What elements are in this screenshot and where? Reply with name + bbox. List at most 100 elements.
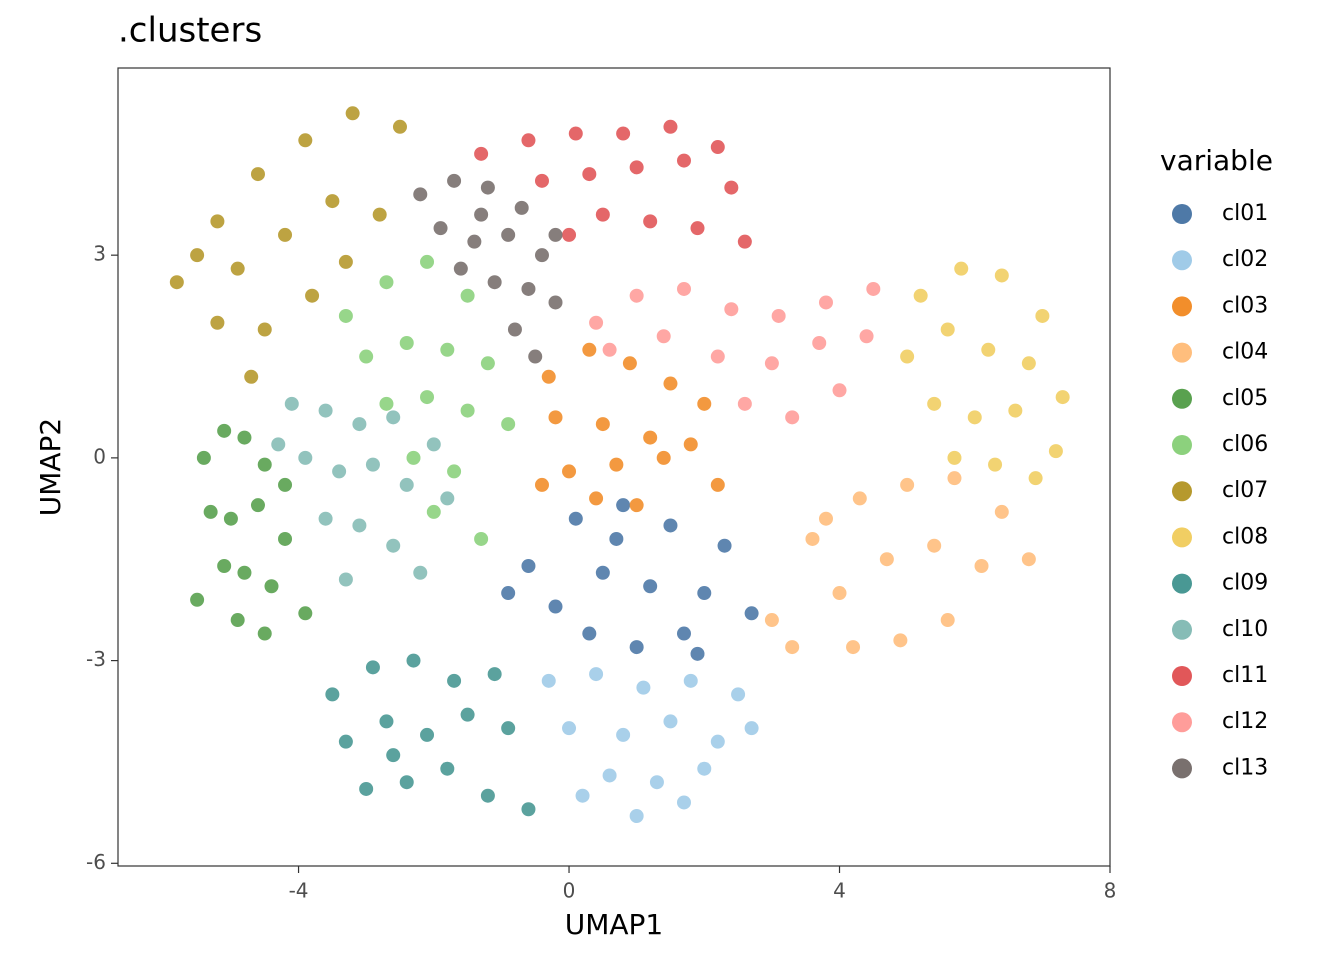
point [947, 450, 962, 465]
legend-title: variable [1160, 144, 1273, 177]
legend-label: cl12 [1222, 709, 1268, 734]
plot-frame [117, 67, 1111, 867]
point [230, 261, 245, 276]
point [562, 721, 577, 736]
point [988, 457, 1003, 472]
point [859, 329, 874, 344]
point [744, 606, 759, 621]
point [433, 221, 448, 236]
point [521, 133, 536, 148]
point [501, 586, 516, 601]
point [413, 187, 428, 202]
point [487, 275, 502, 290]
point [217, 558, 232, 573]
point [501, 417, 516, 432]
legend-swatch [1172, 250, 1192, 271]
point [271, 437, 286, 452]
point [514, 200, 529, 215]
point [710, 349, 725, 364]
point [636, 680, 651, 695]
point [203, 504, 218, 519]
point [724, 180, 739, 195]
point [250, 167, 265, 182]
point [480, 180, 495, 195]
point [744, 721, 759, 736]
y-tick-label: -6 [86, 850, 106, 874]
point [832, 586, 847, 601]
legend-label: cl07 [1222, 478, 1268, 503]
point [974, 558, 989, 573]
point [595, 207, 610, 222]
point [399, 477, 414, 492]
point [399, 336, 414, 351]
legend-swatch [1172, 342, 1192, 363]
point [298, 606, 313, 621]
point [656, 329, 671, 344]
point [717, 538, 732, 553]
point [420, 254, 435, 269]
x-tick-label: 8 [1104, 879, 1117, 903]
point [534, 173, 549, 188]
point [656, 450, 671, 465]
point [676, 626, 691, 641]
point [649, 775, 664, 790]
point [913, 288, 928, 303]
point [474, 531, 489, 546]
point [663, 518, 678, 533]
point [947, 471, 962, 486]
point [278, 531, 293, 546]
point [501, 227, 516, 242]
point [379, 275, 394, 290]
point [223, 511, 238, 526]
point [710, 734, 725, 749]
point [1055, 390, 1070, 405]
point [1048, 444, 1063, 459]
point [818, 295, 833, 310]
point [737, 396, 752, 411]
point [629, 808, 644, 823]
point [629, 288, 644, 303]
point [386, 410, 401, 425]
legend-label: cl03 [1222, 293, 1268, 318]
point [589, 315, 604, 330]
point [622, 356, 637, 371]
point [284, 396, 299, 411]
point [683, 673, 698, 688]
point [589, 491, 604, 506]
legend-swatch [1172, 573, 1192, 594]
point [967, 410, 982, 425]
point [683, 437, 698, 452]
legend-label: cl11 [1222, 663, 1268, 688]
point [609, 457, 624, 472]
point [832, 383, 847, 398]
x-tick-label: -4 [289, 879, 309, 903]
point [338, 572, 353, 587]
point [338, 254, 353, 269]
point [589, 667, 604, 682]
legend-swatch [1172, 204, 1192, 224]
point [332, 464, 347, 479]
point [230, 613, 245, 628]
point [447, 173, 462, 188]
point [562, 464, 577, 479]
point [453, 261, 468, 276]
point [616, 126, 631, 141]
point [690, 646, 705, 661]
point [994, 504, 1009, 519]
point [595, 565, 610, 580]
point [785, 410, 800, 425]
point [426, 504, 441, 519]
point [237, 430, 252, 445]
point [771, 308, 786, 323]
point [210, 214, 225, 229]
legend-swatch [1172, 527, 1192, 548]
point [785, 640, 800, 655]
y-tick-label: 0 [93, 444, 106, 468]
point [190, 248, 205, 263]
legend-label: cl10 [1222, 617, 1268, 642]
point [981, 342, 996, 357]
point [609, 531, 624, 546]
point [643, 214, 658, 229]
point [467, 234, 482, 249]
point [196, 450, 211, 465]
